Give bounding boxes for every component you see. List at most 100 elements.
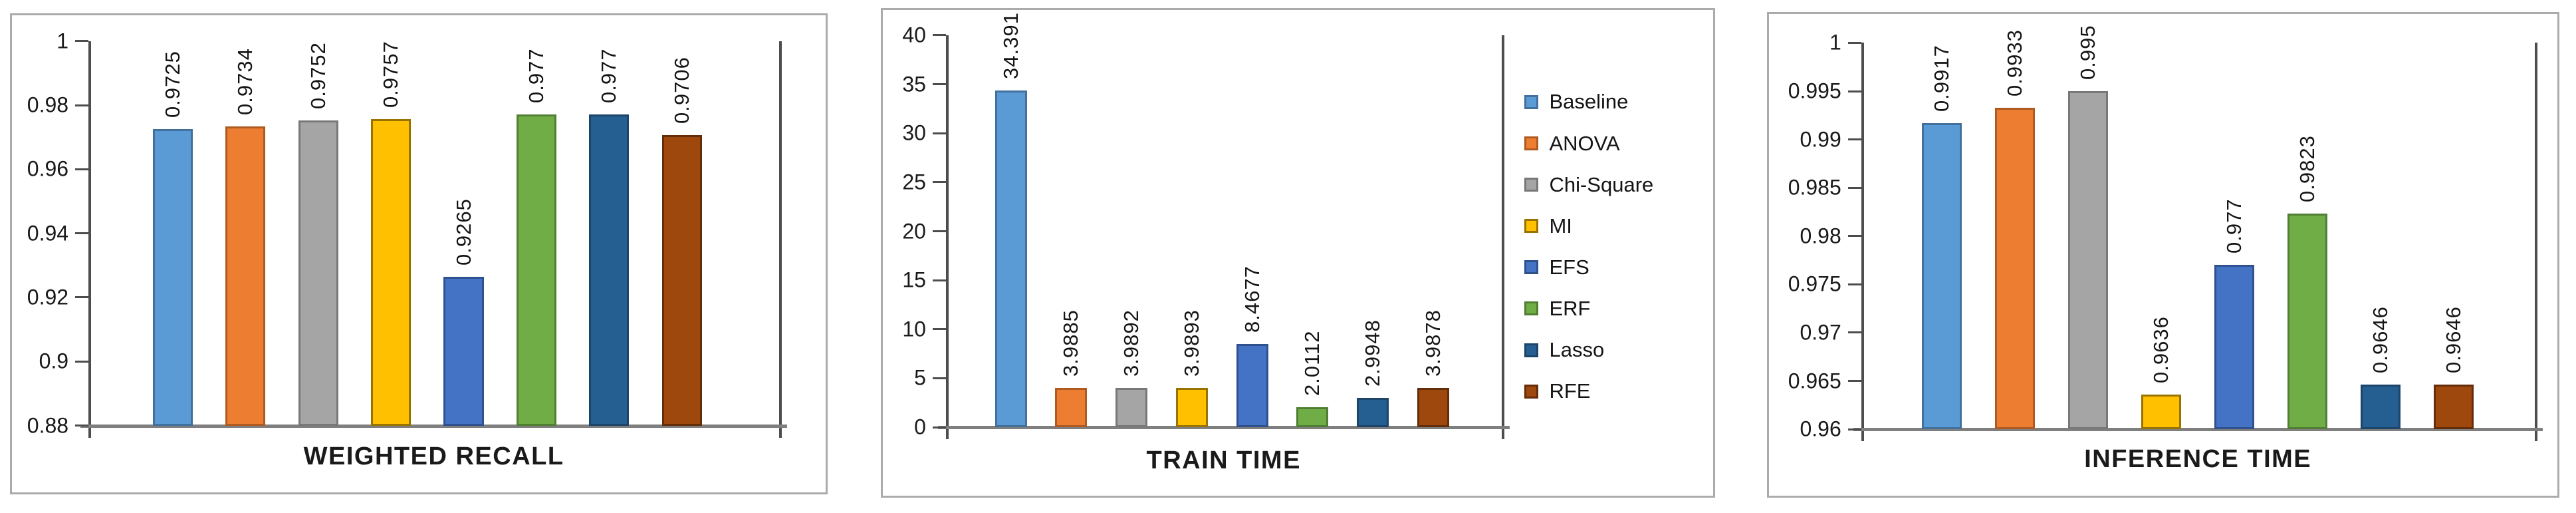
bar-value-label: 0.9917 [1930, 45, 1954, 115]
y-axis-tick [932, 328, 946, 331]
legend-label: Lasso [1549, 338, 1605, 362]
bar-lasso [2360, 385, 2401, 430]
bar-value-text: 0.9933 [2003, 29, 2027, 96]
legend-marker [1524, 301, 1539, 316]
right-axis-line [2534, 43, 2537, 442]
y-axis-tick-label: 0.9 [39, 349, 69, 373]
legend-label: Baseline [1549, 90, 1629, 114]
bar-value-text: 0.9757 [379, 40, 403, 108]
bar-value-text: 2.0112 [1300, 330, 1324, 397]
y-axis-tick [932, 279, 946, 281]
chart-panel-inference-time: 1 0.995 0.99 0.985 0.98 0.975 0.97 0.965 0.96 0.9… [1767, 12, 2559, 498]
bar-value-label: 3.9878 [1421, 310, 1445, 381]
bar-value-text: 0.9823 [2295, 135, 2319, 203]
bar-rfe [1417, 388, 1449, 428]
y-axis-line [1861, 43, 1864, 442]
bar-value-text: 0.9734 [233, 47, 257, 115]
y-axis-tick [75, 232, 89, 235]
right-axis-line [1501, 35, 1504, 440]
y-axis-tick [1847, 186, 1861, 189]
y-axis-tick-label: 40 [902, 23, 926, 47]
legend-label: EFS [1549, 255, 1589, 279]
legend-label: RFE [1549, 379, 1591, 403]
y-axis-tick [75, 168, 89, 170]
legend-label: ERF [1549, 296, 1591, 320]
y-axis-tick [75, 425, 89, 427]
y-axis-tick-label: 0.96 [27, 156, 69, 181]
y-axis-tick [932, 426, 946, 428]
legend: Baseline ANOVA Chi-Square MI EFS ERF Lasso RFE [1524, 90, 1653, 403]
legend-item-rfe: RFE [1524, 379, 1590, 403]
y-axis-tick [932, 132, 946, 134]
y-axis-tick-label: 0.975 [1788, 271, 1841, 296]
y-axis-tick-label: 1 [1829, 30, 1841, 55]
y-axis-tick [1847, 41, 1861, 44]
bar-value-text: 3.9885 [1059, 309, 1083, 377]
y-axis-tick [75, 296, 89, 299]
bar-baseline [995, 90, 1027, 428]
y-axis-tick [932, 377, 946, 379]
y-axis-tick-label: 5 [914, 365, 926, 390]
bar-chi-square [298, 120, 338, 426]
bar-value-label: 2.9948 [1361, 319, 1385, 390]
right-axis-line [779, 41, 782, 438]
y-axis-tick-label: 0.995 [1788, 79, 1841, 103]
y-axis-tick [1847, 90, 1861, 92]
y-axis-tick-label: 1 [57, 29, 69, 53]
bar-value-label: 8.4677 [1240, 266, 1264, 337]
legend-item-chi-square: Chi-Square [1524, 173, 1653, 197]
y-axis-tick-label: 0.96 [1800, 417, 1841, 441]
bar-value-text: 0.9636 [2149, 316, 2173, 383]
y-axis-tick [932, 34, 946, 37]
bar-anova [225, 126, 266, 426]
bar-anova [1994, 107, 2036, 430]
y-axis-line [88, 41, 92, 438]
bar-erf [516, 114, 557, 426]
y-axis-tick-label: 15 [902, 267, 926, 292]
bar-value-label: 0.977 [2222, 199, 2246, 257]
legend-item-efs: EFS [1524, 256, 1589, 279]
bar-value-label: 0.9757 [379, 41, 403, 111]
y-axis-tick [1847, 331, 1861, 334]
legend-item-lasso: Lasso [1524, 338, 1604, 362]
y-axis-tick-label: 0.98 [27, 92, 69, 117]
y-axis-tick [75, 360, 89, 363]
legend-item-erf: ERF [1524, 297, 1590, 321]
y-axis-tick-label: 30 [902, 120, 926, 145]
bar-value-label: 3.9892 [1119, 309, 1143, 380]
bar-rfe [2433, 385, 2474, 430]
y-axis-tick [1847, 138, 1861, 141]
y-axis-tick-label: 35 [902, 72, 926, 96]
legend-marker [1524, 219, 1539, 234]
bar-value-text: 3.9892 [1119, 309, 1143, 377]
y-axis-tick-label: 0.94 [27, 221, 69, 246]
bar-value-label: 0.9933 [2003, 29, 2027, 100]
y-axis-tick [75, 40, 89, 43]
y-axis-tick [932, 230, 946, 232]
bar-baseline [1921, 122, 1962, 430]
legend-item-baseline: Baseline [1524, 90, 1628, 114]
y-axis-tick-label: 0.92 [27, 285, 69, 309]
y-axis-tick [75, 104, 89, 106]
legend-marker [1524, 94, 1539, 109]
bar-lasso [589, 114, 630, 426]
bar-value-label: 0.9725 [161, 51, 185, 121]
legend-marker [1524, 384, 1539, 399]
y-axis-tick [932, 83, 946, 86]
bar-value-text: 34.391 [998, 11, 1022, 79]
y-axis-tick-label: 0.98 [1800, 224, 1841, 248]
legend-label: Chi-Square [1549, 172, 1654, 196]
y-axis-tick-label: 10 [902, 317, 926, 341]
bar-value-text: 3.9893 [1179, 309, 1203, 377]
bar-value-label: 0.9706 [670, 57, 694, 127]
bar-value-text: 0.9265 [451, 198, 475, 265]
bar-value-text: 0.9646 [2442, 306, 2466, 374]
bar-value-label: 2.0112 [1300, 331, 1324, 400]
bar-baseline [152, 129, 193, 426]
bar-value-label: 0.9823 [2295, 136, 2319, 206]
bar-lasso [1356, 397, 1389, 428]
bar-value-text: 0.9646 [2369, 306, 2393, 374]
bar-value-text: 3.9878 [1421, 309, 1445, 377]
bar-value-text: 0.977 [597, 48, 621, 104]
